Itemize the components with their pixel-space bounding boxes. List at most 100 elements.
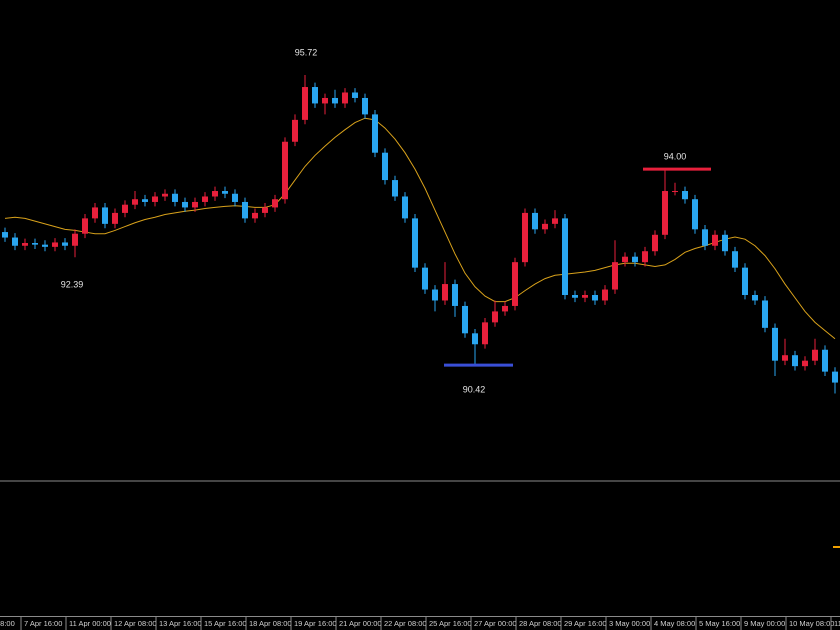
candle-body <box>292 119 298 142</box>
candle-body <box>122 204 128 213</box>
price-label: 94.00 <box>664 151 687 161</box>
candle-body <box>202 196 208 202</box>
candle-body <box>352 92 358 98</box>
candle-body <box>612 262 618 290</box>
candle-body <box>802 360 808 367</box>
candle-body <box>422 267 428 290</box>
candle-body <box>82 218 88 234</box>
candle-body <box>652 234 658 252</box>
candle-body <box>472 333 478 345</box>
candle-body <box>112 212 118 224</box>
candle-body <box>562 218 568 296</box>
candle-body <box>572 295 578 298</box>
candle-body <box>282 141 288 200</box>
candle-body <box>532 212 538 230</box>
candle-body <box>462 305 468 334</box>
candle-body <box>272 199 278 208</box>
candle-body <box>162 193 168 197</box>
candle-body <box>732 251 738 268</box>
candle-body <box>682 191 688 200</box>
candle-body <box>22 243 28 246</box>
candle-body <box>392 180 398 197</box>
candle-body <box>372 114 378 153</box>
candle-body <box>542 223 548 230</box>
candle-body <box>662 191 668 235</box>
candle-body <box>12 237 18 246</box>
candle-body <box>222 191 228 194</box>
candle-body <box>452 284 458 306</box>
candle-body <box>322 97 328 104</box>
x-tick-label: 11 Apr 00:00 <box>69 619 111 628</box>
candle-body <box>592 295 598 301</box>
candle-body <box>702 229 708 246</box>
candle-body <box>692 199 698 230</box>
candle-body <box>792 355 798 367</box>
x-tick-label: 10 May 08:00 <box>789 619 834 628</box>
x-tick-label: 18 Apr 08:00 <box>249 619 292 628</box>
candle-body <box>132 199 138 205</box>
candle-body <box>822 349 828 372</box>
candle-body <box>332 97 338 104</box>
x-tick-label: 3 May 00:00 <box>609 619 650 628</box>
x-tick-label: 4 May 08:00 <box>654 619 695 628</box>
candle-body <box>582 295 588 298</box>
x-tick-label: 08:00 <box>0 619 15 628</box>
candle-body <box>432 289 438 301</box>
candle-body <box>342 92 348 104</box>
candle-body <box>762 300 768 328</box>
candle-body <box>442 284 448 301</box>
candle-body <box>92 207 98 219</box>
candle-body <box>192 201 198 208</box>
candle-body <box>772 327 778 361</box>
candle-body <box>812 349 818 361</box>
candle-body <box>552 218 558 224</box>
candle-body <box>212 191 218 197</box>
candle-body <box>752 295 758 301</box>
candle-body <box>742 267 748 296</box>
candle-body <box>642 251 648 263</box>
candle-body <box>362 97 368 115</box>
candle-body <box>262 207 268 213</box>
candle-body <box>522 212 528 263</box>
candle-body <box>302 87 308 120</box>
candle-body <box>722 234 728 252</box>
x-tick-label: 22 Apr 08:00 <box>384 619 427 628</box>
x-tick-label: 9 May 00:00 <box>744 619 785 628</box>
moving-average <box>4 117 836 340</box>
candle-body <box>512 262 518 306</box>
candle-body <box>482 322 488 345</box>
candle-body <box>62 242 68 246</box>
candle-body <box>382 152 388 181</box>
candle-body <box>402 196 408 219</box>
x-tick-label: 5 May 16:00 <box>699 619 740 628</box>
candle-body <box>232 193 238 202</box>
x-tick-label: 27 Apr 00:00 <box>474 619 517 628</box>
x-tick-label: 12 Apr 08:00 <box>114 619 157 628</box>
candle-body <box>32 243 38 245</box>
x-tick-label: 11 <box>834 619 840 628</box>
x-tick-label: 25 Apr 16:00 <box>429 619 472 628</box>
price-label: 95.72 <box>295 47 318 57</box>
candle-body <box>242 201 248 219</box>
candle-body <box>832 371 838 383</box>
price-label: 90.42 <box>463 384 486 394</box>
candle-body <box>72 233 78 246</box>
candle-body <box>492 311 498 323</box>
candle-body <box>412 218 418 268</box>
candle-body <box>602 289 608 301</box>
candle-body <box>632 256 638 263</box>
candle-body <box>712 234 718 246</box>
x-tick-label: 28 Apr 08:00 <box>519 619 562 628</box>
candle-body <box>102 207 108 224</box>
x-tick-label: 15 Apr 16:00 <box>204 619 247 628</box>
candle-body <box>252 212 258 219</box>
price-label: 92.39 <box>61 279 84 289</box>
candle-body <box>672 191 678 193</box>
x-tick-label: 7 Apr 16:00 <box>24 619 62 628</box>
x-tick-label: 29 Apr 16:00 <box>564 619 607 628</box>
candle-body <box>172 193 178 202</box>
x-tick-label: 19 Apr 16:00 <box>294 619 337 628</box>
candle-body <box>182 201 188 208</box>
candle-body <box>312 87 318 104</box>
